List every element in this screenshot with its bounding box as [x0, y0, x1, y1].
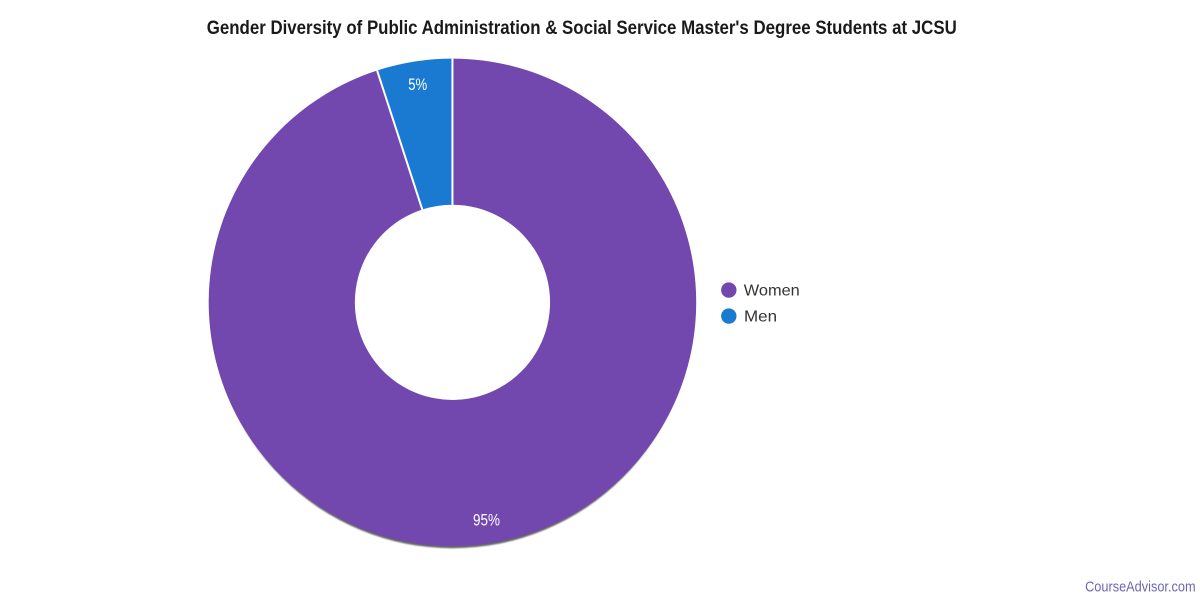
svg-text:95%: 95% — [473, 511, 500, 530]
svg-text:5%: 5% — [408, 75, 427, 94]
svg-text:Women: Women — [744, 283, 800, 300]
svg-text:Men: Men — [744, 309, 777, 326]
svg-text:Gender Diversity of Public Adm: Gender Diversity of Public Administratio… — [207, 18, 957, 39]
svg-text:CourseAdvisor.com: CourseAdvisor.com — [1085, 578, 1196, 595]
